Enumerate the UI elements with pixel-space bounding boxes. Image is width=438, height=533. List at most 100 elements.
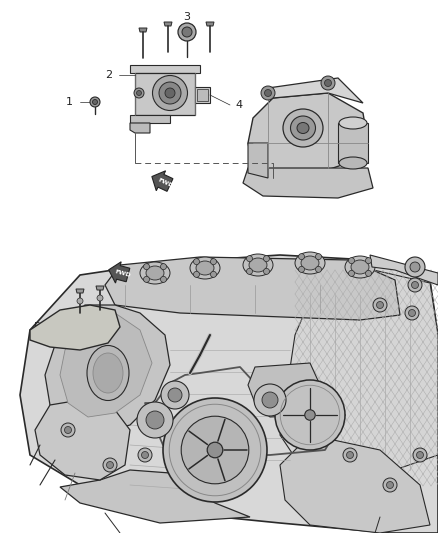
- Circle shape: [211, 271, 216, 277]
- Polygon shape: [243, 168, 373, 198]
- Circle shape: [413, 448, 427, 462]
- Polygon shape: [206, 22, 214, 26]
- Circle shape: [299, 266, 304, 272]
- Circle shape: [305, 410, 315, 420]
- Polygon shape: [164, 22, 172, 26]
- Circle shape: [90, 97, 100, 107]
- Circle shape: [346, 451, 353, 458]
- Circle shape: [178, 23, 196, 41]
- Circle shape: [141, 451, 148, 458]
- Ellipse shape: [243, 254, 273, 276]
- Ellipse shape: [249, 258, 267, 272]
- Polygon shape: [280, 435, 430, 533]
- Polygon shape: [30, 305, 120, 350]
- Circle shape: [365, 270, 371, 277]
- Polygon shape: [197, 89, 208, 101]
- Circle shape: [194, 259, 200, 265]
- Circle shape: [264, 268, 269, 274]
- Ellipse shape: [345, 256, 375, 278]
- Text: 1: 1: [66, 97, 73, 107]
- Polygon shape: [248, 93, 368, 178]
- Circle shape: [77, 298, 83, 304]
- Ellipse shape: [190, 257, 220, 279]
- Ellipse shape: [196, 261, 214, 275]
- Ellipse shape: [295, 252, 325, 274]
- Circle shape: [247, 256, 253, 262]
- Polygon shape: [109, 262, 130, 283]
- Circle shape: [265, 90, 272, 96]
- Text: 2: 2: [105, 70, 112, 80]
- Circle shape: [64, 426, 71, 433]
- Circle shape: [405, 306, 419, 320]
- Polygon shape: [248, 363, 320, 417]
- Circle shape: [211, 259, 216, 265]
- Circle shape: [410, 262, 420, 272]
- Circle shape: [161, 381, 189, 409]
- Ellipse shape: [297, 123, 309, 133]
- Polygon shape: [268, 78, 363, 103]
- Circle shape: [92, 100, 98, 104]
- Circle shape: [160, 264, 166, 270]
- Circle shape: [343, 448, 357, 462]
- Circle shape: [103, 458, 117, 472]
- Circle shape: [261, 86, 275, 100]
- Ellipse shape: [140, 262, 170, 284]
- Polygon shape: [152, 171, 173, 191]
- Circle shape: [97, 295, 103, 301]
- Ellipse shape: [93, 353, 123, 393]
- Ellipse shape: [339, 157, 367, 169]
- Polygon shape: [370, 255, 438, 285]
- Circle shape: [168, 388, 182, 402]
- Polygon shape: [248, 143, 268, 178]
- Circle shape: [275, 380, 345, 450]
- Polygon shape: [130, 65, 200, 73]
- Ellipse shape: [290, 116, 315, 140]
- Circle shape: [373, 298, 387, 312]
- Circle shape: [262, 392, 278, 408]
- Circle shape: [182, 27, 192, 37]
- Ellipse shape: [87, 345, 129, 400]
- Polygon shape: [135, 73, 195, 115]
- Circle shape: [409, 310, 416, 317]
- Polygon shape: [45, 305, 170, 433]
- Circle shape: [61, 423, 75, 437]
- Circle shape: [247, 268, 253, 274]
- Polygon shape: [139, 28, 147, 32]
- Ellipse shape: [152, 76, 187, 110]
- Circle shape: [349, 257, 354, 264]
- Circle shape: [254, 384, 286, 416]
- Polygon shape: [338, 123, 368, 163]
- Circle shape: [264, 256, 269, 262]
- Circle shape: [207, 442, 223, 458]
- Text: FWD: FWD: [157, 177, 174, 189]
- Ellipse shape: [165, 88, 175, 98]
- Circle shape: [194, 271, 200, 277]
- Circle shape: [417, 451, 424, 458]
- Circle shape: [315, 266, 321, 272]
- Circle shape: [411, 281, 418, 288]
- Circle shape: [408, 278, 422, 292]
- Polygon shape: [130, 115, 170, 123]
- Text: 4: 4: [235, 100, 242, 110]
- Polygon shape: [76, 289, 84, 293]
- Circle shape: [137, 402, 173, 438]
- Circle shape: [321, 76, 335, 90]
- Ellipse shape: [283, 109, 323, 147]
- Polygon shape: [105, 257, 400, 320]
- Text: 5: 5: [33, 322, 40, 332]
- Text: 3: 3: [184, 12, 191, 22]
- Circle shape: [144, 277, 149, 282]
- Circle shape: [137, 91, 141, 95]
- Ellipse shape: [339, 117, 367, 129]
- Circle shape: [383, 478, 397, 492]
- Polygon shape: [195, 87, 210, 103]
- Circle shape: [386, 481, 393, 489]
- Polygon shape: [96, 286, 104, 290]
- Polygon shape: [35, 400, 130, 480]
- Text: FWD: FWD: [115, 269, 132, 278]
- Ellipse shape: [159, 82, 181, 104]
- Polygon shape: [60, 313, 152, 417]
- Circle shape: [160, 277, 166, 282]
- Circle shape: [134, 88, 144, 98]
- Circle shape: [106, 462, 113, 469]
